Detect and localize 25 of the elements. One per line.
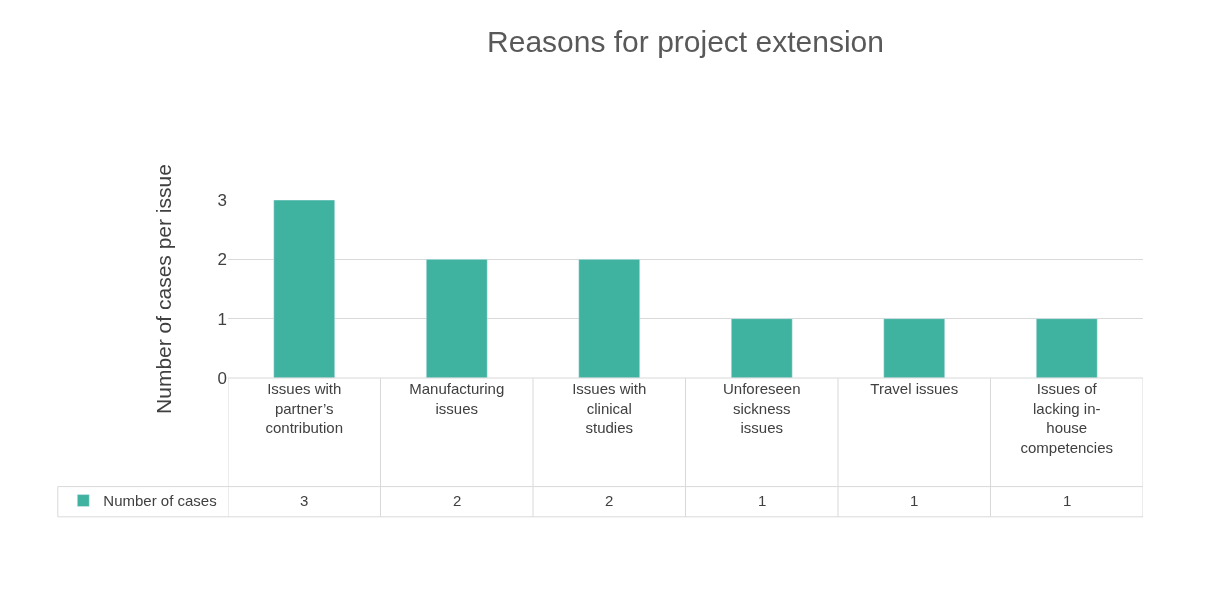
y-tick-label: 2 — [217, 250, 227, 270]
data-label: 1 — [1063, 492, 1072, 509]
x-tick-label: Unforeseen sickness issues — [722, 380, 801, 436]
data-label: 1 — [758, 492, 767, 509]
x-tick-label: Issues with clinical studies — [572, 380, 647, 436]
y-tick-label: 0 — [217, 368, 227, 388]
bar — [731, 318, 793, 378]
x-tick-label: Manufacturing issues — [409, 380, 505, 417]
bar — [273, 200, 335, 378]
y-tick-label: 3 — [217, 190, 227, 210]
y-tick-label: 1 — [217, 309, 227, 329]
x-tick-label: Issues of lacking in-house competencies — [1020, 380, 1114, 456]
bar — [578, 259, 640, 378]
data-label: 3 — [300, 492, 309, 509]
x-tick-label: Issues with partner’s contribution — [265, 380, 344, 436]
data-label: 2 — [453, 492, 462, 509]
legend-label: Number of cases — [103, 492, 217, 510]
data-label: 1 — [910, 492, 919, 509]
data-label: 2 — [605, 492, 614, 509]
chart-title: Reasons for project extension — [487, 24, 884, 58]
x-tick-label: Travel issues — [870, 380, 959, 397]
y-axis-title: Number of cases per issue — [151, 164, 175, 414]
bar — [883, 318, 945, 378]
bar — [1036, 318, 1098, 378]
bar — [426, 259, 488, 378]
